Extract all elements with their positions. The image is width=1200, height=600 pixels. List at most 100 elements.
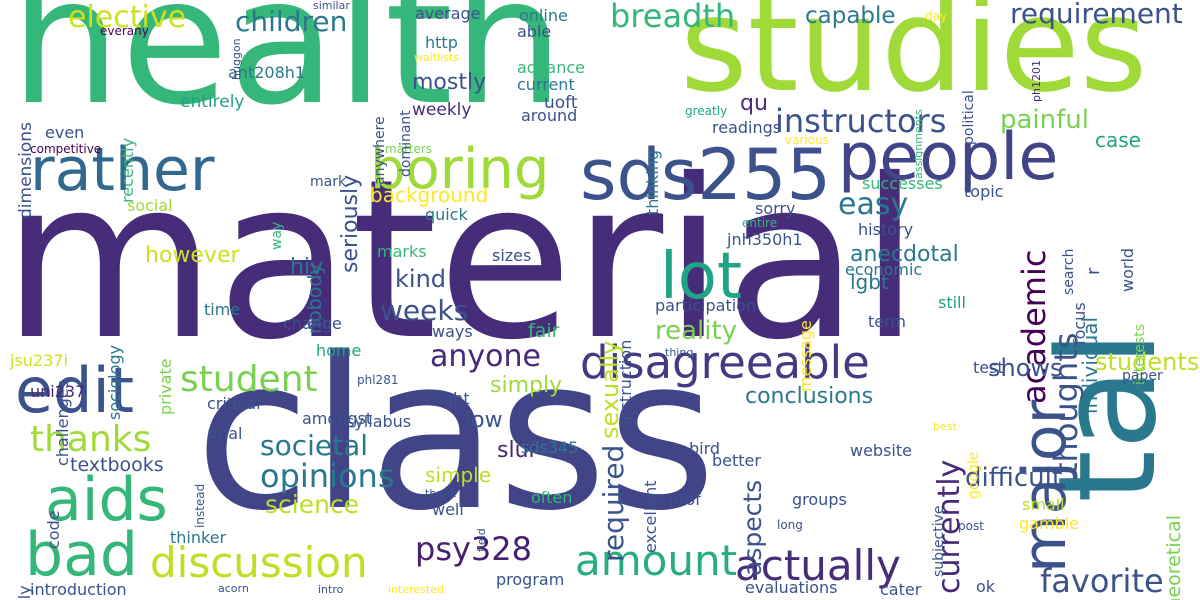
- cloud-word: average: [415, 4, 481, 23]
- cloud-word: often: [531, 488, 573, 507]
- cloud-word: discussion: [150, 538, 368, 587]
- cloud-word: r: [1083, 267, 1104, 275]
- cloud-word: students: [1095, 348, 1200, 376]
- cloud-word: assignments: [912, 109, 925, 179]
- cloud-word: jsu237i: [10, 351, 68, 370]
- cloud-word: around: [521, 106, 578, 125]
- cloud-word: world: [1118, 247, 1137, 292]
- cloud-word: amongst: [302, 409, 373, 428]
- cloud-word: day: [925, 9, 948, 23]
- cloud-word: mark: [310, 174, 347, 190]
- cloud-word: successes: [862, 174, 943, 193]
- cloud-word: economic: [845, 260, 923, 279]
- cloud-word: syllabus: [346, 412, 412, 431]
- cloud-word: jnh350h1: [727, 230, 803, 249]
- cloud-word: ant208h1: [228, 63, 306, 82]
- cloud-word: way: [269, 221, 285, 250]
- cloud-word: code: [44, 510, 63, 549]
- cloud-word: requirement: [1010, 0, 1183, 30]
- cloud-word: elective: [68, 0, 187, 35]
- cloud-word: background: [370, 183, 489, 207]
- cloud-word: material: [2, 132, 921, 388]
- cloud-word: readings: [712, 118, 782, 137]
- cloud-word: home: [316, 341, 362, 360]
- cloud-word: theoretical: [1163, 515, 1185, 600]
- cloud-word: gamble: [1019, 514, 1079, 533]
- cloud-word: instead: [193, 483, 207, 528]
- cloud-word: phl281: [357, 373, 399, 387]
- cloud-word: weekly: [412, 100, 472, 120]
- cloud-word: thanks: [30, 419, 152, 460]
- cloud-word: qu: [740, 91, 768, 116]
- cloud-word: studies: [680, 0, 1148, 121]
- cloud-word: bad: [25, 520, 138, 590]
- cloud-word: favorite: [1040, 562, 1164, 600]
- cloud-word: capable: [805, 3, 896, 29]
- cloud-word: google: [966, 451, 982, 499]
- cloud-word: disagreeable: [580, 336, 870, 389]
- cloud-word: simply: [490, 373, 563, 398]
- cloud-word: painful: [1000, 105, 1089, 135]
- cloud-word: opinions: [260, 457, 395, 495]
- cloud-word: acorn: [218, 582, 249, 595]
- cloud-word: anywhere: [372, 116, 388, 185]
- cloud-word: student: [180, 359, 318, 400]
- cloud-word: dimensions: [16, 122, 36, 219]
- cloud-word: bird: [689, 439, 721, 458]
- cloud-word: various: [785, 133, 829, 147]
- cloud-word: ph1201: [1030, 60, 1043, 102]
- cloud-word: easy: [838, 187, 909, 222]
- cloud-word: even: [45, 123, 85, 142]
- cloud-word: entire: [742, 216, 778, 230]
- cloud-word: societal: [260, 429, 369, 462]
- cloud-word: introduction: [30, 580, 127, 599]
- cloud-word: anecdotal: [850, 242, 959, 267]
- cloud-word: uni237: [30, 382, 86, 401]
- cloud-word: aids: [45, 465, 168, 535]
- cloud-word: groups: [792, 490, 847, 509]
- cloud-word: evaluations: [745, 578, 838, 597]
- cloud-word: able: [517, 22, 552, 41]
- cloud-word: participation: [655, 296, 757, 315]
- cloud-word: fair: [528, 320, 560, 342]
- cloud-word: dominant: [398, 110, 414, 177]
- cloud-word: people: [838, 120, 1059, 195]
- cloud-word: focus: [1070, 302, 1089, 345]
- cloud-word: anyone: [430, 339, 541, 374]
- cloud-word: social: [127, 196, 173, 215]
- cloud-word: sorry: [755, 199, 796, 218]
- cloud-word: difficult: [965, 463, 1063, 493]
- cloud-word: aspects: [738, 479, 767, 576]
- cloud-word: quick: [425, 205, 468, 224]
- cloud-word: rather: [30, 135, 215, 205]
- cloud-word: subjective: [931, 505, 947, 577]
- cloud-word: well: [432, 500, 464, 519]
- cloud-word: online: [519, 6, 568, 25]
- cloud-word: thank: [425, 487, 457, 500]
- cloud-word: long: [777, 518, 803, 532]
- cloud-word: cater: [880, 580, 922, 599]
- cloud-word: huggon: [230, 38, 243, 80]
- cloud-word: small: [1022, 495, 1065, 514]
- cloud-word: prof: [669, 490, 701, 509]
- cloud-word: competitive: [30, 142, 102, 156]
- cloud-word: topic: [964, 182, 1004, 201]
- cloud-word: term: [868, 312, 906, 331]
- cloud-word: boring: [370, 137, 550, 202]
- cloud-word: post: [958, 519, 984, 533]
- cloud-word: sociology: [105, 344, 124, 420]
- cloud-word: waitlists: [414, 51, 459, 64]
- cloud-word: best: [933, 420, 957, 433]
- cloud-word: message: [796, 320, 815, 392]
- cloud-word: intro: [318, 583, 344, 596]
- cloud-word: ok: [976, 577, 996, 596]
- cloud-word: actually: [735, 541, 901, 590]
- cloud-word: reality: [655, 316, 738, 346]
- cloud-word: conclusions: [745, 384, 874, 409]
- cloud-word: ways: [432, 322, 473, 341]
- cloud-word: field: [475, 528, 488, 552]
- cloud-word: lot: [660, 240, 743, 314]
- cloud-word: thinking: [643, 149, 662, 215]
- cloud-word: science: [265, 490, 360, 519]
- cloud-word: test: [973, 358, 1004, 377]
